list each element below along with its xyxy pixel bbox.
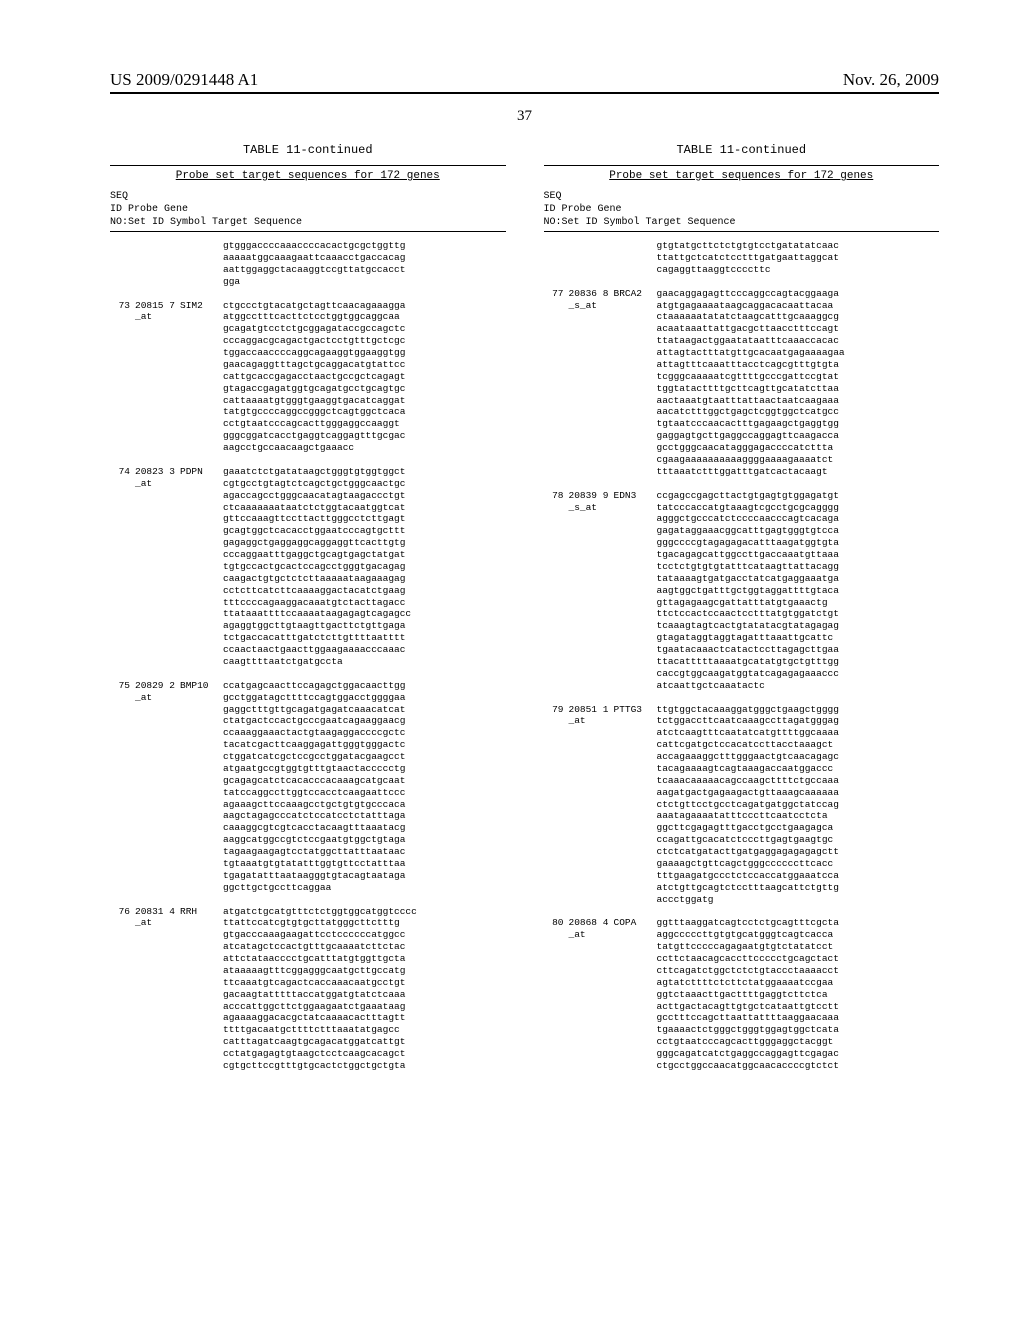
table-row: 79 20851 1_at PTTG3 ttgtggctacaaaggatggg… bbox=[544, 704, 940, 906]
header-probe-gene: ID Probe Gene bbox=[544, 203, 940, 216]
target-sequence: ccgagccgagcttactgtgagtgtggagatgt tatccca… bbox=[657, 490, 940, 692]
publication-date: Nov. 26, 2009 bbox=[843, 70, 939, 90]
seq-id: 73 bbox=[110, 300, 132, 454]
table-subtitle-left: Probe set target sequences for 172 genes bbox=[110, 165, 506, 186]
probe-id: 20831 4_at bbox=[135, 906, 177, 1072]
continuation-entry-left: gtgggaccccaaaccccacactgcgctggttg aaaaatg… bbox=[110, 240, 506, 288]
probe-id: 20839 9_s_at bbox=[569, 490, 611, 692]
header-full: NO:Set ID Symbol Target Sequence bbox=[544, 216, 940, 229]
seq-id: 80 bbox=[544, 917, 566, 1071]
target-sequence: ttgtggctacaaaggatgggctgaagctgggg tctggac… bbox=[657, 704, 940, 906]
seq-id: 76 bbox=[110, 906, 132, 1072]
right-column: TABLE 11-continued Probe set target sequ… bbox=[544, 143, 940, 1084]
probe-id: 20829 2_at bbox=[135, 680, 177, 894]
left-column: TABLE 11-continued Probe set target sequ… bbox=[110, 143, 506, 1084]
gene-symbol: SIM2 bbox=[180, 300, 220, 454]
probe-id: 20823 3_at bbox=[135, 466, 177, 668]
probe-id: 20815 7_at bbox=[135, 300, 177, 454]
target-sequence: ggtttaaggatcagtcctctgcagtttcgcta aggcccc… bbox=[657, 917, 940, 1071]
table-row: 77 20836 8_s_at BRCA2 gaacaggagagttcccag… bbox=[544, 288, 940, 478]
seq-id: 78 bbox=[544, 490, 566, 692]
table-row: 74 20823 3_at PDPN gaaatctctgatataagctgg… bbox=[110, 466, 506, 668]
continuation-sequence: gtgtatgcttctctgtgtcctgatatatcaac ttattgc… bbox=[657, 240, 940, 276]
probe-id: 20836 8_s_at bbox=[569, 288, 611, 478]
table-row: 73 20815 7_at SIM2 ctgccctgtacatgctagttc… bbox=[110, 300, 506, 454]
table-row: 76 20831 4_at RRH atgatctgcatgtttctctggt… bbox=[110, 906, 506, 1072]
gene-symbol: RRH bbox=[180, 906, 220, 1072]
continuation-entry-right: gtgtatgcttctctgtgtcctgatatatcaac ttattgc… bbox=[544, 240, 940, 276]
table-title-right: TABLE 11-continued bbox=[544, 143, 940, 157]
target-sequence: gaaatctctgatataagctgggtgtggtggct cgtgcct… bbox=[223, 466, 506, 668]
probe-id: 20868 4_at bbox=[569, 917, 611, 1071]
header-seq: SEQ bbox=[544, 190, 940, 203]
gene-symbol: EDN3 bbox=[614, 490, 654, 692]
target-sequence: gaacaggagagttcccaggccagtacggaaga atgtgag… bbox=[657, 288, 940, 478]
page-number: 37 bbox=[110, 108, 939, 125]
gene-symbol: PDPN bbox=[180, 466, 220, 668]
publication-number: US 2009/0291448 A1 bbox=[110, 70, 258, 90]
table-row: 78 20839 9_s_at EDN3 ccgagccgagcttactgtg… bbox=[544, 490, 940, 692]
seq-id: 79 bbox=[544, 704, 566, 906]
target-sequence: ctgccctgtacatgctagttcaacagaaagga atggcct… bbox=[223, 300, 506, 454]
column-headers-right: SEQ ID Probe Gene NO:Set ID Symbol Targe… bbox=[544, 186, 940, 232]
gene-symbol: BMP10 bbox=[180, 680, 220, 894]
header-full: NO:Set ID Symbol Target Sequence bbox=[110, 216, 506, 229]
target-sequence: atgatctgcatgtttctctggtggcatggtcccc ttatt… bbox=[223, 906, 506, 1072]
table-title-left: TABLE 11-continued bbox=[110, 143, 506, 157]
column-headers-left: SEQ ID Probe Gene NO:Set ID Symbol Targe… bbox=[110, 186, 506, 232]
header-seq: SEQ bbox=[110, 190, 506, 203]
table-row: 80 20868 4_at COPA ggtttaaggatcagtcctctg… bbox=[544, 917, 940, 1071]
table-subtitle-right: Probe set target sequences for 172 genes bbox=[544, 165, 940, 186]
seq-id: 74 bbox=[110, 466, 132, 668]
continuation-sequence: gtgggaccccaaaccccacactgcgctggttg aaaaatg… bbox=[223, 240, 506, 288]
seq-id: 77 bbox=[544, 288, 566, 478]
gene-symbol: BRCA2 bbox=[614, 288, 654, 478]
gene-symbol: COPA bbox=[614, 917, 654, 1071]
target-sequence: ccatgagcaacttccagagctggacaacttgg gcctgga… bbox=[223, 680, 506, 894]
seq-id: 75 bbox=[110, 680, 132, 894]
table-row: 75 20829 2_at BMP10 ccatgagcaacttccagagc… bbox=[110, 680, 506, 894]
header-probe-gene: ID Probe Gene bbox=[110, 203, 506, 216]
gene-symbol: PTTG3 bbox=[614, 704, 654, 906]
probe-id: 20851 1_at bbox=[569, 704, 611, 906]
